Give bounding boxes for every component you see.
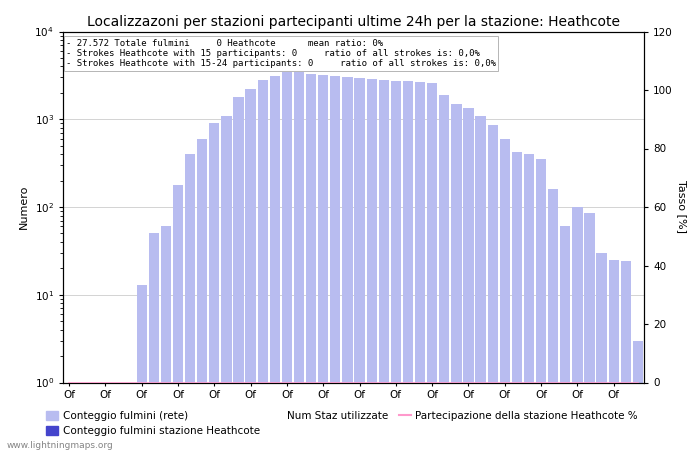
Bar: [306, 74, 316, 450]
Bar: [112, 382, 122, 450]
Bar: [197, 139, 207, 450]
Bar: [475, 116, 486, 450]
Bar: [402, 81, 413, 450]
Bar: [148, 234, 159, 450]
Title: Localizzazoni per stazioni partecipanti ultime 24h per la stazione: Heathcote: Localizzazoni per stazioni partecipanti …: [87, 15, 620, 29]
Bar: [427, 83, 438, 450]
Bar: [294, 72, 304, 450]
Bar: [76, 382, 86, 450]
Bar: [125, 382, 134, 450]
Bar: [136, 285, 147, 450]
Bar: [282, 72, 292, 450]
Y-axis label: Numero: Numero: [19, 185, 29, 229]
Bar: [246, 89, 256, 450]
Bar: [161, 226, 171, 450]
Y-axis label: Tasso [%]: Tasso [%]: [677, 180, 687, 234]
Bar: [88, 382, 99, 450]
Bar: [64, 382, 74, 450]
Bar: [185, 154, 195, 450]
Bar: [512, 152, 522, 450]
Text: www.lightningmaps.org: www.lightningmaps.org: [7, 441, 113, 450]
Bar: [342, 77, 353, 450]
Bar: [596, 253, 607, 450]
Bar: [452, 104, 461, 450]
Bar: [379, 80, 389, 450]
Bar: [463, 108, 474, 450]
Bar: [584, 213, 595, 450]
Bar: [391, 81, 401, 450]
Bar: [524, 154, 534, 450]
Bar: [221, 116, 232, 450]
Bar: [330, 76, 340, 450]
Bar: [439, 95, 449, 450]
Bar: [560, 226, 570, 450]
Bar: [548, 189, 559, 450]
Bar: [633, 341, 643, 450]
Bar: [270, 76, 280, 450]
Bar: [233, 97, 244, 450]
Text: - 27.572 Totale fulmini     0 Heathcote      mean ratio: 0%
- Strokes Heathcote : - 27.572 Totale fulmini 0 Heathcote mean…: [66, 39, 496, 68]
Legend: Conteggio fulmini (rete), Conteggio fulmini stazione Heathcote, Num Staz utilizz: Conteggio fulmini (rete), Conteggio fulm…: [42, 407, 642, 441]
Bar: [367, 79, 377, 450]
Bar: [608, 260, 619, 450]
Bar: [354, 78, 365, 450]
Bar: [258, 80, 268, 450]
Bar: [173, 184, 183, 450]
Bar: [100, 382, 111, 450]
Bar: [536, 159, 546, 450]
Bar: [415, 82, 425, 450]
Bar: [209, 123, 219, 450]
Bar: [318, 75, 328, 450]
Bar: [621, 261, 631, 450]
Bar: [573, 207, 582, 450]
Bar: [488, 125, 498, 450]
Bar: [500, 139, 510, 450]
